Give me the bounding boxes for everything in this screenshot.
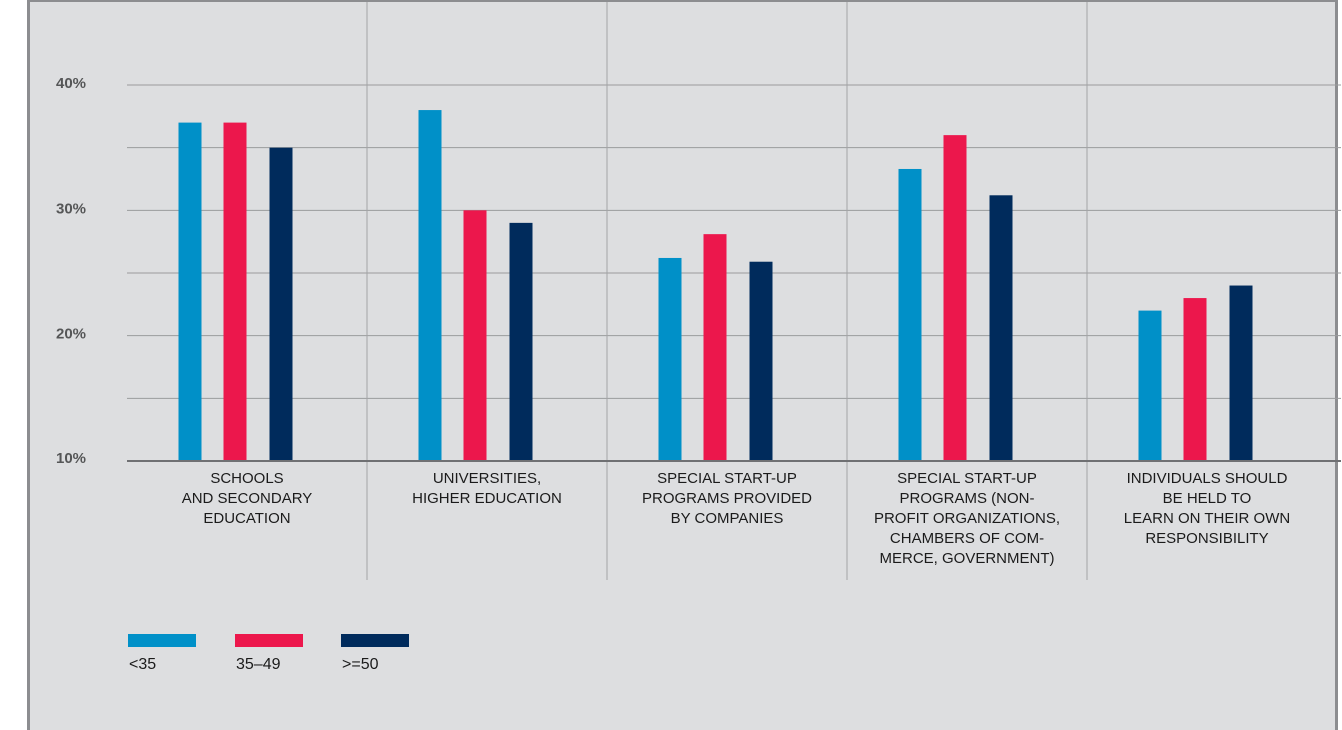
legend-label: 35–49 xyxy=(236,656,281,673)
bar xyxy=(658,257,682,461)
category-label: INDIVIDUALS SHOULD xyxy=(1127,470,1288,487)
category-label: PROGRAMS PROVIDED xyxy=(642,490,812,507)
bar xyxy=(1183,298,1207,461)
chart-frame: 10% 20% 30% 40% SCHOOLS AND SECONDARY EDUCATIO… xyxy=(27,0,1341,730)
bar xyxy=(223,122,247,461)
bar-chart: 10% 20% 30% 40% SCHOOLS AND SECONDARY EDUCATIO… xyxy=(56,2,1341,673)
category-label: SPECIAL START-UP xyxy=(897,470,1037,487)
bar xyxy=(1138,310,1162,461)
bar xyxy=(418,110,442,462)
y-tick-label: 40% xyxy=(56,75,86,92)
bar xyxy=(509,222,533,461)
category-label: PROFIT ORGANIZATIONS, xyxy=(874,510,1060,527)
category-label: EDUCATION xyxy=(203,510,290,527)
bar xyxy=(749,261,773,461)
category-label: CHAMBERS OF COM- xyxy=(890,530,1044,547)
bar xyxy=(463,210,487,461)
category-label: AND SECONDARY xyxy=(182,490,313,507)
bar xyxy=(703,234,727,461)
category-label: RESPONSIBILITY xyxy=(1145,530,1268,547)
legend-swatch xyxy=(128,634,196,647)
category-label: BY COMPANIES xyxy=(671,510,784,527)
legend-label: >=50 xyxy=(342,656,379,673)
category-label: PROGRAMS (NON- xyxy=(900,490,1035,507)
bar xyxy=(898,168,922,461)
category-label: HIGHER EDUCATION xyxy=(412,490,562,507)
bar xyxy=(178,122,202,461)
legend-swatch xyxy=(341,634,409,647)
bar xyxy=(943,135,967,461)
bar xyxy=(1229,285,1253,461)
legend-swatch xyxy=(235,634,303,647)
category-label: SPECIAL START-UP xyxy=(657,470,797,487)
y-tick-label: 20% xyxy=(56,326,86,343)
category-label: SCHOOLS xyxy=(210,470,283,487)
category-label: UNIVERSITIES, xyxy=(433,470,541,487)
category-label: MERCE, GOVERNMENT) xyxy=(879,550,1054,567)
y-tick-label: 10% xyxy=(56,450,86,467)
category-label: LEARN ON THEIR OWN xyxy=(1124,510,1290,527)
y-tick-label: 30% xyxy=(56,200,86,217)
legend-label: <35 xyxy=(129,656,156,673)
category-label: BE HELD TO xyxy=(1163,490,1252,507)
bar xyxy=(989,195,1013,461)
bar xyxy=(269,147,293,461)
